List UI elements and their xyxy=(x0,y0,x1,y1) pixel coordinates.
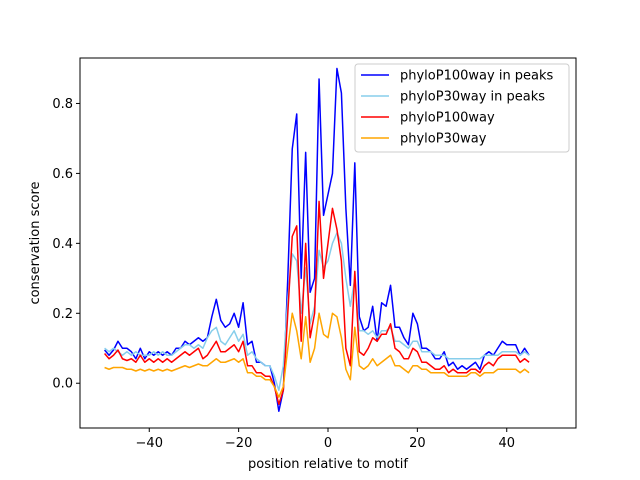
x-tick-label: −20 xyxy=(225,436,252,451)
x-tick-label: −40 xyxy=(136,436,163,451)
series-line-1 xyxy=(104,232,530,391)
y-axis: 0.0 0.2 0.4 0.6 0.8 xyxy=(52,97,80,392)
x-tick-label: 40 xyxy=(498,436,515,451)
x-axis: −40 −20 0 20 40 xyxy=(136,428,515,451)
legend: phyloP100way in peaks phyloP30way in peak… xyxy=(354,63,570,153)
y-tick-label: 0.2 xyxy=(52,307,73,322)
x-tick-label: 20 xyxy=(409,436,426,451)
y-tick-label: 0.0 xyxy=(52,377,73,392)
series-line-3 xyxy=(104,312,530,398)
legend-label-1: phyloP30way in peaks xyxy=(400,90,545,105)
legend-label-3: phyloP30way xyxy=(400,132,487,147)
series-line-0 xyxy=(104,67,530,412)
series-layer xyxy=(104,67,530,412)
legend-label-0: phyloP100way in peaks xyxy=(400,69,554,84)
y-axis-label: conservation score xyxy=(28,181,43,304)
y-tick-label: 0.6 xyxy=(52,167,73,182)
legend-label-2: phyloP100way xyxy=(400,111,495,126)
series-line-2 xyxy=(104,200,530,405)
x-axis-label: position relative to motif xyxy=(248,457,408,472)
y-tick-label: 0.8 xyxy=(52,97,73,112)
y-tick-label: 0.4 xyxy=(52,237,73,252)
x-tick-label: 0 xyxy=(324,436,332,451)
legend-box xyxy=(354,63,570,153)
